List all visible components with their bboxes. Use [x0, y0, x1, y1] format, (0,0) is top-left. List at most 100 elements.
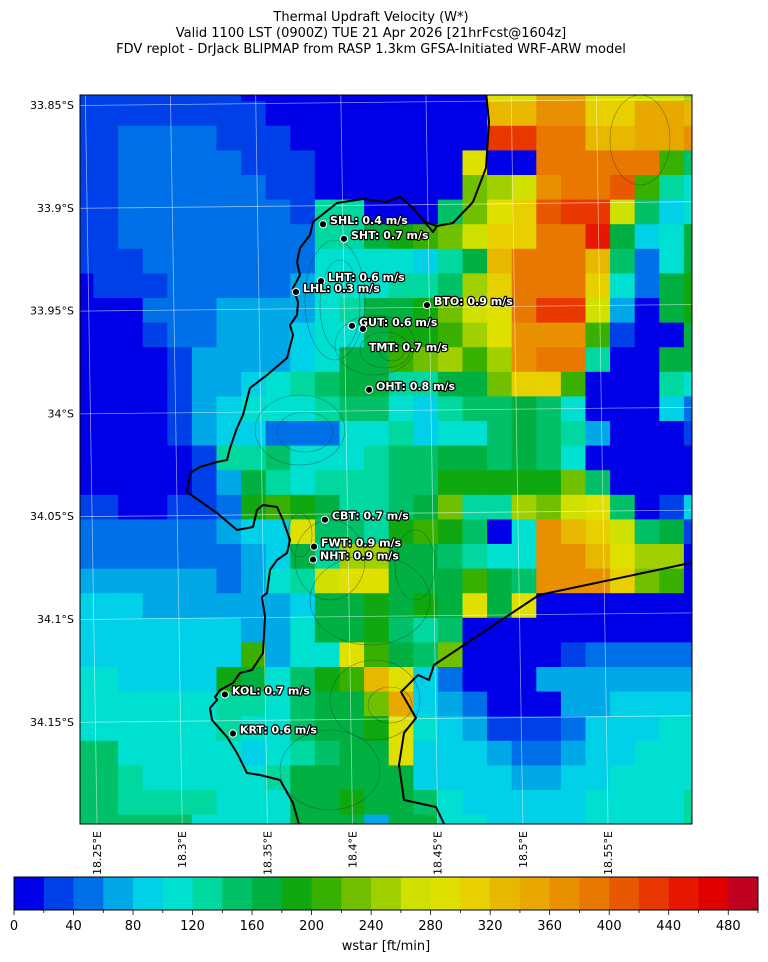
- station-dot-icon[interactable]: [422, 300, 432, 310]
- grid-cell: [659, 322, 685, 348]
- colorbar-tick-label: 40: [65, 919, 82, 934]
- grid-cell: [290, 790, 316, 816]
- grid-cell: [634, 95, 660, 102]
- grid-cell: [290, 667, 316, 693]
- grid-cell: [118, 593, 144, 619]
- station-lht[interactable]: LHT: 0.6 m/s: [316, 270, 406, 286]
- grid-cell: [610, 593, 636, 619]
- grid-cell: [659, 95, 685, 102]
- station-nht[interactable]: NHT: 0.9 m/s: [308, 548, 401, 564]
- station-dot-icon[interactable]: [291, 287, 301, 296]
- station-tmt[interactable]: TMT: 0.7 m/s: [358, 324, 449, 355]
- station-dot-icon[interactable]: [318, 220, 328, 229]
- station-label: OHT: 0.8 m/s: [376, 380, 455, 393]
- station-bto[interactable]: BTO: 0.9 m/s: [422, 294, 514, 310]
- station-dot-icon[interactable]: [358, 324, 368, 333]
- station-kol[interactable]: KOL: 0.7 m/s: [220, 683, 312, 699]
- grid-cell: [634, 593, 660, 619]
- grid-cell: [683, 199, 692, 225]
- station-dot-icon[interactable]: [339, 234, 349, 243]
- grid-cell: [487, 125, 513, 151]
- grid-cell: [364, 95, 390, 102]
- grid-cell: [388, 445, 414, 471]
- grid-cell: [511, 568, 537, 594]
- grid-cell: [536, 494, 562, 520]
- grid-cell: [511, 175, 537, 201]
- grid-cell: [339, 95, 365, 102]
- grid-cell: [118, 691, 144, 717]
- station-krt[interactable]: KRT: 0.6 m/s: [228, 722, 319, 738]
- station-dot-icon[interactable]: [347, 321, 357, 330]
- station-gut[interactable]: GUT: 0.6 m/s: [347, 315, 439, 330]
- terrain-contours: [254, 95, 671, 811]
- station-markers: SHL: 0.4 m/s SHT: 0.7 m/s LHT: 0.6 m/sLHL:…: [220, 213, 514, 738]
- grid-cell: [364, 445, 390, 471]
- grid-cell: [118, 371, 144, 397]
- grid-cell: [487, 740, 513, 766]
- station-cbt[interactable]: CBT: 0.7 m/s: [320, 508, 410, 524]
- longitude-tick-labels: 18.25°E 18.3°E 18.35°E 18.4°E 18.45°E 18.5°E 1…: [91, 831, 615, 875]
- grid-cell: [142, 125, 168, 151]
- grid-cell: [388, 248, 414, 274]
- station-shl[interactable]: SHL: 0.4 m/s: [318, 213, 409, 229]
- station-sht[interactable]: SHT: 0.7 m/s: [339, 228, 430, 243]
- grid-cell: [93, 371, 119, 397]
- grid-cell: [93, 224, 119, 250]
- grid-cell: [388, 125, 414, 151]
- station-dot-icon[interactable]: [364, 385, 374, 394]
- grid-cell: [462, 322, 488, 348]
- station-dot-icon[interactable]: [320, 515, 330, 524]
- station-label: TMT: 0.7 m/s: [369, 341, 448, 354]
- grid-cell: [511, 494, 537, 520]
- station-label: KOL: 0.7 m/s: [232, 684, 310, 697]
- grid-cell: [388, 175, 414, 201]
- grid-cell: [659, 765, 685, 791]
- station-dot-icon[interactable]: [316, 276, 326, 286]
- colorbar-swatch: [460, 877, 491, 910]
- grid-cell: [437, 691, 464, 717]
- grid-cell: [339, 347, 365, 373]
- grid-cell: [364, 519, 390, 545]
- grid-cell: [216, 544, 242, 570]
- grid-cell: [339, 494, 365, 520]
- station-oht[interactable]: OHT: 0.8 m/s: [364, 379, 457, 394]
- grid-cell: [511, 691, 537, 717]
- station-dot-icon[interactable]: [309, 542, 319, 551]
- graticule: [80, 95, 692, 824]
- grid-cell: [241, 224, 267, 250]
- grid-cell: [585, 790, 611, 816]
- grid-cell: [364, 667, 390, 693]
- grid-cell: [216, 150, 242, 176]
- latitude-tick-labels: 33.85°S 33.9°S 33.95°S 34°S 34.05°S 34.1°S 34.…: [30, 99, 74, 729]
- grid-cell: [487, 371, 513, 397]
- latitude-gridline: [80, 406, 692, 415]
- grid-cell: [265, 396, 291, 422]
- grid-cell: [118, 150, 144, 176]
- grid-cell: [560, 667, 587, 693]
- grid-cell: [585, 667, 611, 693]
- grid-cell: [290, 347, 316, 373]
- grid-cell: [142, 150, 168, 176]
- station-dot-icon[interactable]: [220, 690, 230, 699]
- grid-cell: [659, 691, 685, 717]
- grid-cell: [191, 790, 218, 816]
- grid-cell: [462, 199, 488, 225]
- grid-cell: [487, 790, 513, 816]
- station-fwt[interactable]: FWT: 0.9 m/s: [309, 535, 403, 551]
- grid-cell: [536, 125, 562, 151]
- station-dot-icon[interactable]: [308, 555, 318, 564]
- grid-cell: [388, 421, 414, 447]
- grid-cell: [413, 371, 439, 397]
- station-dot-icon[interactable]: [228, 729, 238, 738]
- grid-cell: [462, 150, 488, 176]
- grid-cell: [585, 322, 611, 348]
- grid-cell: [216, 642, 242, 668]
- station-lhl[interactable]: LHL: 0.3 m/s: [291, 281, 381, 296]
- grid-cell: [634, 298, 660, 324]
- grid-cell: [511, 740, 537, 766]
- grid-cell: [265, 421, 291, 447]
- grid-cell: [93, 617, 119, 643]
- longitude-tick-label: 18.5°E: [517, 831, 530, 868]
- grid-cell: [659, 568, 685, 594]
- grid-cell: [634, 765, 660, 791]
